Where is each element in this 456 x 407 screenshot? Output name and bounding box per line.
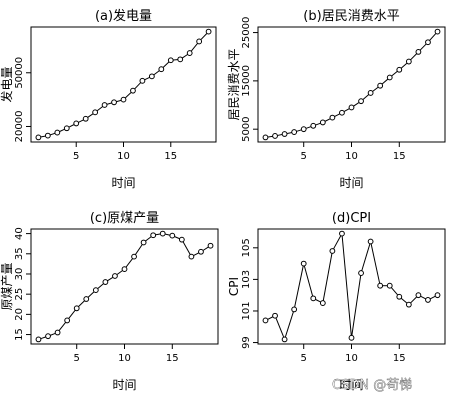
watermark-text: CSDN @苟悌 [332,377,412,393]
